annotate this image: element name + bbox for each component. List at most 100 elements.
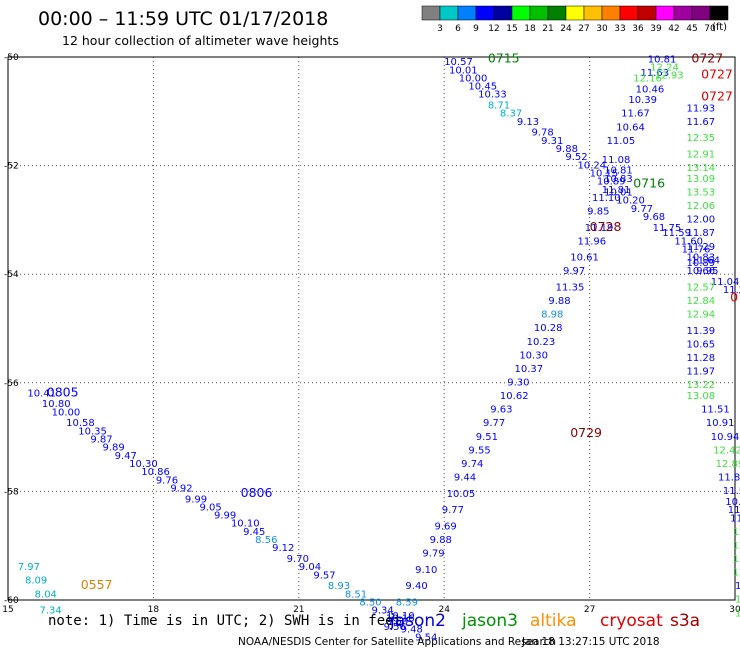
wave-height-label: 13.22 <box>687 380 716 391</box>
pass-time-label: 0727 <box>701 88 733 103</box>
wave-height-label: 10.61 <box>570 253 599 264</box>
wave-height-label: 13.53 <box>687 187 716 198</box>
wave-height-label: 10.86 <box>141 467 170 478</box>
wave-height-label: 11.39 <box>687 326 716 337</box>
wave-height-label: 9.56 <box>384 622 406 633</box>
wave-height-label: 10.81 <box>648 54 677 65</box>
colorbar-swatch <box>475 5 495 21</box>
wave-height-label: 9.77 <box>442 505 464 516</box>
wave-height-label: 11.94 <box>730 513 740 524</box>
wave-height-label: 12.97 <box>733 540 740 551</box>
wave-height-label: 10.80 <box>42 399 71 410</box>
pass-time-label: 0557 <box>81 577 113 592</box>
wave-height-label: 11.64 <box>691 255 720 266</box>
wave-height-label: 10.46 <box>636 84 665 95</box>
wave-height-label: 10.83 <box>687 253 716 264</box>
wave-height-label: 11.81 <box>602 185 631 196</box>
wave-height-label: 11.67 <box>621 109 650 120</box>
wave-height-label: 9.51 <box>476 432 498 443</box>
wave-height-label: 12.84 <box>687 296 716 307</box>
colorbar-label: 36 <box>632 24 644 34</box>
wave-height-label: 12.57 <box>687 282 716 293</box>
wave-height-label: 11.35 <box>556 282 585 293</box>
wave-height-label: 10.30 <box>519 350 548 361</box>
wave-height-label: 11.96 <box>577 236 606 247</box>
wave-height-label: 10.35 <box>78 426 107 437</box>
wave-height-label: 9.52 <box>565 152 587 163</box>
colorbar-label: 42 <box>668 24 679 34</box>
wave-height-label: 10.83 <box>604 174 633 185</box>
plot-frame <box>7 56 736 601</box>
colorbar-label: 15 <box>506 24 517 34</box>
wave-height-label: 10.10 <box>386 611 415 622</box>
wave-height-label: 12.93 <box>655 71 684 82</box>
colorbar-label: 18 <box>524 24 536 34</box>
wave-height-label: 11.93 <box>687 103 716 114</box>
legend-entry-cryosat: cryosat <box>600 611 663 631</box>
wave-height-label: 9.88 <box>548 296 570 307</box>
colorbar-swatch <box>655 5 675 21</box>
wave-height-label: 9.77 <box>631 204 653 215</box>
wave-height-label: 9.55 <box>468 445 490 456</box>
colorbar-label: 12 <box>488 24 499 34</box>
wave-height-label: 9.48 <box>401 625 423 636</box>
colorbar-swatch <box>601 5 621 21</box>
wave-height-label: 13.08 <box>687 391 716 402</box>
wave-height-label: 12.35 <box>687 133 716 144</box>
wave-height-label: 9.89 <box>103 443 125 454</box>
pass-time-label: 0727 <box>730 289 740 304</box>
wave-height-label: 8.50 <box>359 597 381 608</box>
wave-height-label: 12.16 <box>633 73 662 84</box>
colorbar-swatch <box>637 5 657 21</box>
wave-height-label: 9.34 <box>372 606 394 617</box>
colorbar-swatch <box>529 5 549 21</box>
wave-height-label: 11.04 <box>711 277 740 288</box>
y-tick-label: -50 <box>4 53 19 63</box>
wave-height-label: 10.30 <box>129 459 158 470</box>
wave-height-label: 12.00 <box>687 215 716 226</box>
y-tick-label: -52 <box>4 162 19 172</box>
wave-height-label: 7.34 <box>40 606 62 617</box>
pass-time-label: 0728 <box>590 219 622 234</box>
wave-height-label: 11.84 <box>718 473 740 484</box>
wave-height-label: 12.52 <box>733 568 740 579</box>
wave-height-label: 10.94 <box>711 432 740 443</box>
colorbar-swatch <box>691 5 711 21</box>
wave-height-label: 10.66 <box>687 266 716 277</box>
wave-height-label: 8.59 <box>396 597 418 608</box>
wave-height-label: 9.04 <box>299 562 321 573</box>
legend-entry-jason3: jason3 <box>461 611 518 631</box>
pass-time-label: 0727 <box>701 67 733 82</box>
wave-height-label: 12.94 <box>687 310 716 321</box>
wave-height-label: 9.99 <box>214 511 236 522</box>
wave-height-label: 9.78 <box>531 128 553 139</box>
wave-height-label: 10.01 <box>604 187 633 198</box>
colorbar-unit: (ft) <box>712 22 727 33</box>
colorbar-label: 6 <box>455 24 461 34</box>
colorbar-swatch <box>439 5 459 21</box>
wave-height-label: 9.87 <box>90 435 112 446</box>
pass-time-label: 0729 <box>570 425 602 440</box>
plot-area: 15 18 21 24 27 30 -50 -52 -54 -56 -58 -60 10.4110.80… <box>2 50 740 643</box>
colorbar-swatch <box>511 5 531 21</box>
wave-height-label: 10.33 <box>478 90 507 101</box>
colorbar-label: 30 <box>596 24 608 34</box>
y-tick-label: -56 <box>4 379 19 389</box>
wave-height-label: 10.91 <box>706 418 735 429</box>
colorbar-swatch <box>547 5 567 21</box>
wave-height-label: 8.93 <box>328 581 350 592</box>
footer-credit: NOAA/NESDIS Center for Satellite Applica… <box>238 636 556 648</box>
wave-height-label: 9.40 <box>405 581 427 592</box>
wave-height-label: 10.15 <box>590 168 619 179</box>
wave-height-label: 11.80 <box>728 505 740 516</box>
wave-height-label: 12.06 <box>687 201 716 212</box>
wave-height-label: 12.00 <box>735 608 740 619</box>
colorbar-swatch <box>493 5 513 21</box>
legend-entry-jason2: jason2 <box>389 611 446 631</box>
wave-height-label: 8.98 <box>541 310 563 321</box>
colorbar-label: 45 <box>686 24 697 34</box>
x-tick-label: 21 <box>293 605 304 615</box>
pass-time-label: 0806 <box>241 485 273 500</box>
x-tick-label: 27 <box>584 605 595 615</box>
wave-height-label: 9.99 <box>185 494 207 505</box>
